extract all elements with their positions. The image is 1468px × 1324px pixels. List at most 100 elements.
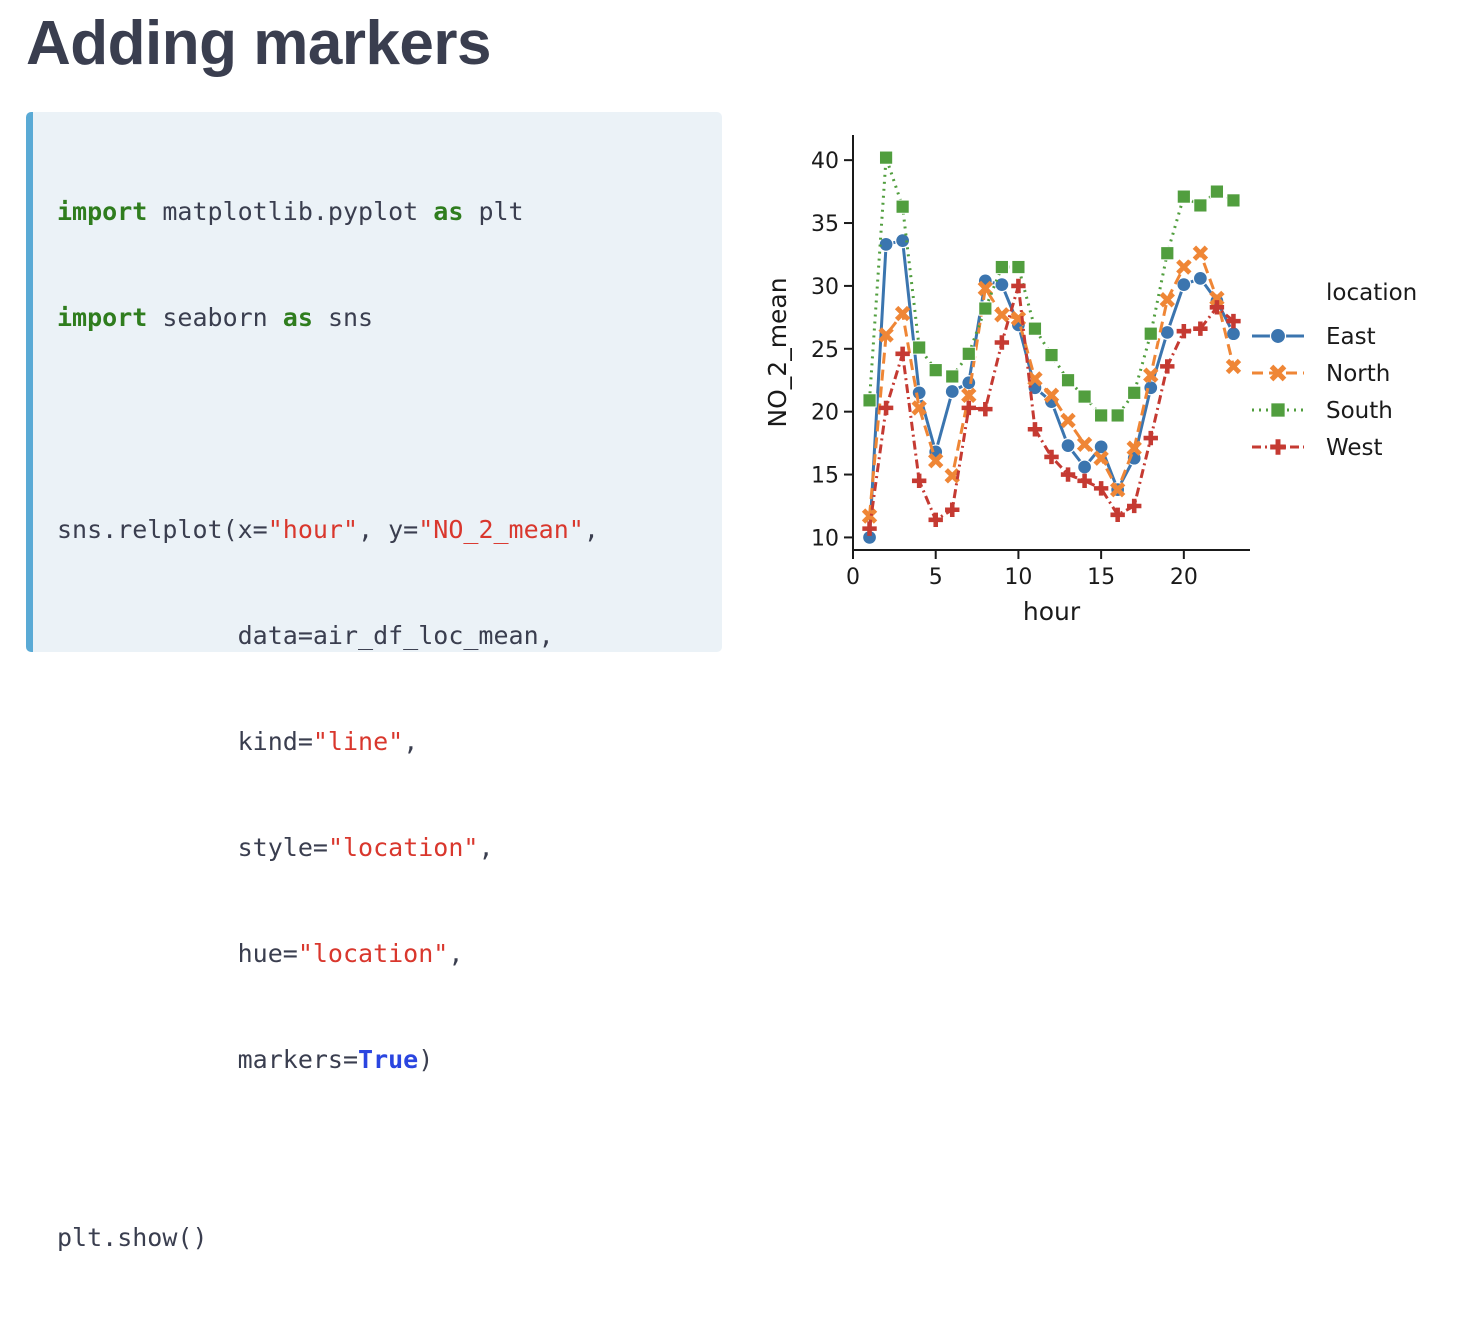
marker-plus (1127, 498, 1142, 514)
marker-square (862, 393, 877, 408)
marker-x (977, 280, 994, 297)
code-text: , y= (358, 515, 419, 544)
series-west (862, 278, 1241, 536)
code-text: style= (57, 833, 328, 862)
string-literal: "location" (297, 939, 449, 968)
marker-plus (1143, 430, 1158, 446)
code-text: data=air_df_loc_mean, (57, 621, 554, 650)
marker-circle (878, 236, 894, 252)
marker-x (1159, 292, 1175, 308)
x-tick-label: 10 (1004, 565, 1032, 590)
marker-plus (895, 346, 910, 362)
marker-circle (994, 277, 1010, 293)
marker-square (1127, 385, 1142, 400)
code-line-4: data=air_df_loc_mean, (57, 616, 599, 664)
string-literal: "location" (327, 833, 479, 862)
marker-x (1043, 387, 1060, 404)
marker-square (1193, 198, 1208, 213)
marker-square (1011, 259, 1026, 275)
marker-square (878, 150, 894, 165)
marker-plus (945, 502, 960, 517)
keyword: as (433, 197, 464, 226)
marker-x (894, 305, 911, 322)
legend-title: location (1326, 280, 1417, 306)
marker-circle (1192, 270, 1208, 286)
code-text: seaborn (147, 303, 283, 332)
string-literal: "line" (312, 727, 404, 756)
marker-x (1027, 371, 1043, 387)
marker-circle (1269, 327, 1287, 345)
marker-square (1077, 389, 1092, 404)
y-tick-label: 10 (811, 526, 839, 551)
code-text: kind= (57, 727, 313, 756)
legend-label: South (1326, 398, 1393, 424)
code-text: plt.show() (57, 1223, 208, 1252)
code-line-6: style="location", (57, 828, 599, 876)
code-line-1: import matplotlib.pyplot as plt (57, 192, 599, 240)
marker-x (861, 508, 878, 524)
line-chart: 10 15 20 25 30 35 40 0 5 10 15 20 hour NO_2_mean loca… (763, 135, 1417, 626)
x-tick-label: 5 (929, 565, 943, 590)
marker-plus (1110, 507, 1125, 522)
keyword: import (57, 303, 148, 332)
marker-plus (1176, 323, 1192, 339)
marker-x (1143, 367, 1159, 383)
marker-plus (862, 521, 877, 536)
marker-square (1143, 326, 1158, 341)
chart-axes: 10 15 20 25 30 35 40 0 5 10 15 20 hour NO_2_mean (763, 135, 1250, 626)
y-tick-label: 20 (811, 401, 839, 426)
keyword: as (282, 303, 313, 332)
marker-plus (978, 401, 993, 417)
code-block: import matplotlib.pyplot as plt import s… (26, 112, 722, 1252)
marker-square (945, 369, 960, 384)
series-east (861, 233, 1242, 545)
boolean-literal: True (358, 1045, 419, 1074)
marker-square (1110, 408, 1125, 423)
marker-square (994, 259, 1009, 275)
code-text: matplotlib.pyplot (147, 197, 434, 226)
marker-plus (911, 473, 927, 489)
code-text: , (448, 939, 464, 968)
y-tick-label: 35 (811, 212, 839, 237)
marker-x (928, 453, 944, 469)
marker-square (912, 340, 927, 355)
marker-plus (994, 335, 1010, 350)
marker-circle (895, 233, 911, 249)
marker-plus (1209, 300, 1225, 315)
code-text: sns (312, 303, 374, 332)
marker-plus (928, 512, 943, 528)
marker-plus (878, 400, 894, 416)
marker-x (911, 400, 927, 416)
code-text: markers= (57, 1045, 359, 1074)
marker-plus (1093, 481, 1109, 496)
keyword: import (57, 197, 148, 226)
x-tick-label: 0 (846, 565, 860, 590)
marker-circle (1060, 438, 1076, 454)
marker-plus (1193, 321, 1208, 336)
y-tick-label: 30 (811, 275, 839, 300)
blank-line (57, 1146, 599, 1160)
slide-title: Adding markers (26, 9, 492, 78)
series-south (862, 150, 1241, 423)
code-line-9: plt.show() (57, 1218, 599, 1266)
marker-x (878, 327, 894, 343)
marker-plus (1077, 473, 1092, 489)
marker-square (1094, 408, 1109, 423)
marker-circle (944, 383, 960, 400)
marker-x (1225, 358, 1242, 375)
marker-x (1192, 245, 1209, 261)
marker-x (1269, 364, 1287, 382)
x-tick-label: 15 (1087, 565, 1115, 590)
chart-series (861, 150, 1242, 545)
chart-legend: location East North South West (1252, 280, 1417, 461)
code-text: , (478, 833, 494, 862)
blank-line (57, 404, 599, 452)
code-text: , (403, 727, 419, 756)
marker-square (961, 346, 976, 361)
string-literal: "hour" (267, 515, 359, 544)
marker-plus (1060, 467, 1076, 482)
series-north (861, 245, 1242, 524)
marker-square (928, 363, 943, 378)
marker-x (1176, 259, 1192, 275)
code-line-8: markers=True) (57, 1040, 599, 1088)
